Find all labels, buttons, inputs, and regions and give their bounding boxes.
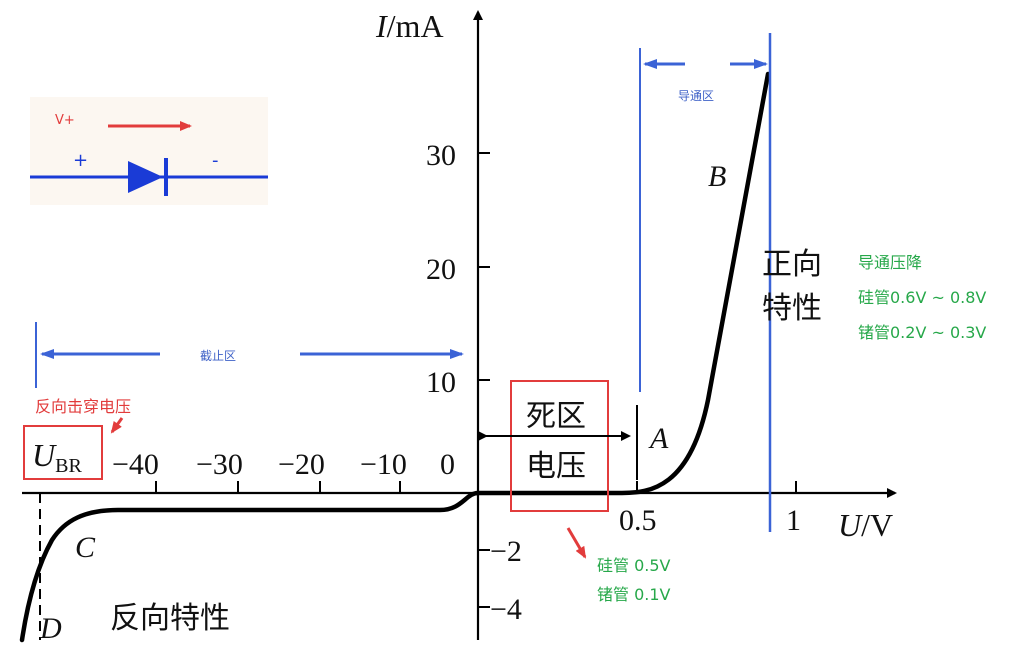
forward-char-label-1: 正向 xyxy=(762,247,822,282)
conduction-zone-label: 导通区 xyxy=(678,89,714,103)
axes: I/mA U/V 10 20 30 −2 −4 0 −10 −20 −30 −4… xyxy=(22,8,897,640)
y-label-20: 20 xyxy=(426,253,456,286)
dead-zone-label-1: 死区 xyxy=(526,399,586,434)
dead-zone-red-arrow xyxy=(566,527,587,559)
y-axis-title: I/mA xyxy=(375,8,444,44)
dead-zone-label-2: 电压 xyxy=(526,449,586,484)
point-b-label: B xyxy=(708,160,726,193)
x-label-1: 1 xyxy=(786,504,801,537)
point-c-label: C xyxy=(75,531,96,564)
diode-inset: V+ + - xyxy=(30,97,268,205)
dead-zone-annotation: 死区 电压 硅管 0.5V 锗管 0.1V xyxy=(478,380,671,604)
si-dead-voltage: 硅管 0.5V xyxy=(597,556,671,575)
y-label-10: 10 xyxy=(426,366,456,399)
reverse-curve xyxy=(19,490,481,643)
breakdown-red-arrow xyxy=(110,417,124,434)
si-turn-on: 硅管0.6V ~ 0.8V xyxy=(858,288,986,307)
inset-minus-label: - xyxy=(212,150,219,171)
cutoff-region: 截止区 xyxy=(35,322,464,388)
iv-curve xyxy=(19,71,771,643)
inset-plus-label: + xyxy=(73,150,88,171)
point-a-label: A xyxy=(648,422,669,455)
inset-background xyxy=(30,97,268,205)
ubr-symbol: UBR xyxy=(32,437,82,477)
x-label-neg40: −40 xyxy=(112,448,159,481)
x-label-neg20: −20 xyxy=(278,448,325,481)
reverse-char-label: 反向特性 xyxy=(110,601,230,636)
y-label-30: 30 xyxy=(426,139,456,172)
turn-on-title: 导通压降 xyxy=(858,253,922,272)
x-label-neg30: −30 xyxy=(196,448,243,481)
breakdown-voltage-label: 反向击穿电压 xyxy=(35,397,131,416)
point-d-label: D xyxy=(39,612,62,645)
ge-dead-voltage: 锗管 0.1V xyxy=(597,585,671,604)
x-label-neg10: −10 xyxy=(360,448,407,481)
x-axis-title: U/V xyxy=(838,507,893,543)
inset-voltage-label: V+ xyxy=(55,113,75,128)
breakdown-annotation: 反向击穿电压 UBR xyxy=(23,397,131,480)
y-label-neg2: −2 xyxy=(490,535,522,568)
diode-symbol-icon xyxy=(128,161,163,193)
cutoff-zone-label: 截止区 xyxy=(200,349,236,363)
ubr-red-box xyxy=(23,425,103,480)
dead-zone-red-box xyxy=(510,380,609,512)
y-label-neg4: −4 xyxy=(490,593,522,626)
conduction-region: 导通区 xyxy=(639,33,772,532)
x-label-0.5: 0.5 xyxy=(619,504,657,537)
origin-label: 0 xyxy=(440,448,455,481)
forward-char-label-2: 特性 xyxy=(762,291,822,326)
ge-turn-on: 锗管0.2V ~ 0.3V xyxy=(858,323,986,342)
forward-curve xyxy=(475,71,771,496)
